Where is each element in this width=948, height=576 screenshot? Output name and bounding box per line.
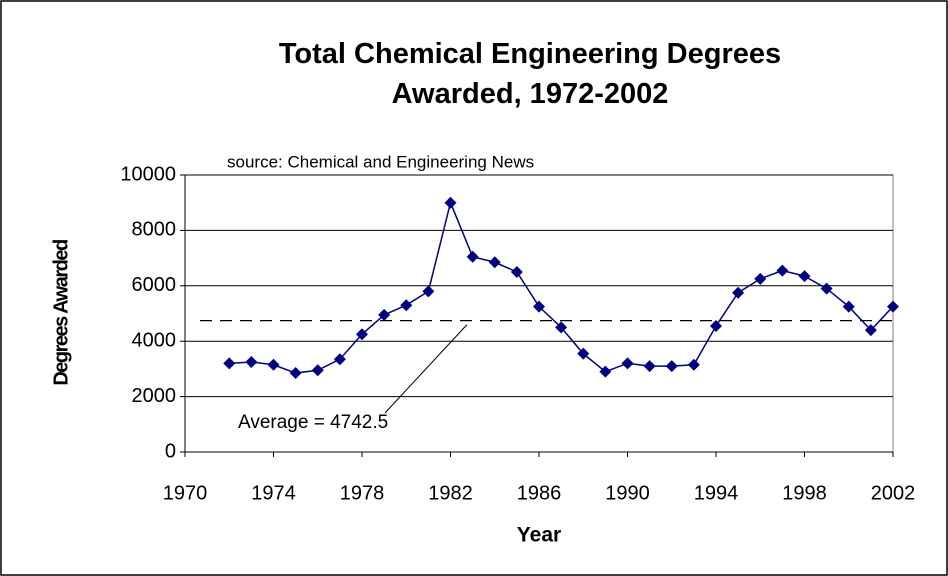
data-point bbox=[245, 355, 258, 368]
annotation: Average = 4742.5 bbox=[238, 412, 388, 433]
data-point bbox=[687, 358, 700, 371]
data-point bbox=[887, 300, 899, 313]
data-point bbox=[333, 353, 346, 366]
data-point bbox=[311, 364, 324, 377]
data-point bbox=[732, 286, 745, 299]
data-point bbox=[223, 357, 236, 370]
x-tick-label: 1998 bbox=[782, 482, 827, 504]
data-point bbox=[643, 360, 656, 373]
subtitle: source: Chemical and Engineering News bbox=[227, 152, 534, 171]
data-point bbox=[378, 308, 391, 321]
data-point bbox=[555, 321, 568, 334]
y-tick-label: 6000 bbox=[132, 274, 177, 296]
data-point bbox=[356, 328, 368, 341]
data-point bbox=[754, 272, 767, 285]
y-tick-label: 10000 bbox=[120, 163, 176, 185]
data-point bbox=[444, 196, 457, 209]
data-point bbox=[864, 324, 877, 337]
chart-title: Total Chemical Engineering Degrees Award… bbox=[278, 38, 782, 110]
data-point bbox=[820, 282, 833, 295]
y-tick-label: 8000 bbox=[132, 219, 177, 241]
annotation-leader bbox=[384, 324, 468, 414]
data-point bbox=[776, 264, 789, 277]
x-axis-label: Year bbox=[517, 524, 561, 547]
x-tick-label: 1974 bbox=[251, 482, 296, 504]
x-tick-label: 2002 bbox=[871, 482, 916, 504]
y-tick-label: 0 bbox=[165, 440, 176, 462]
x-tick-label: 1994 bbox=[694, 482, 739, 504]
data-point bbox=[798, 270, 811, 283]
data-point bbox=[577, 347, 590, 360]
y-tick-label: 2000 bbox=[132, 385, 177, 407]
data-point bbox=[267, 358, 280, 371]
data-point bbox=[621, 357, 634, 370]
data-point bbox=[466, 250, 479, 263]
x-tick-label: 1986 bbox=[517, 482, 562, 504]
y-axis-label: Degrees Awarded bbox=[50, 240, 72, 386]
x-tick-label: 1970 bbox=[163, 482, 208, 504]
data-point bbox=[710, 319, 722, 332]
data-point bbox=[665, 360, 678, 373]
x-tick-label: 1990 bbox=[605, 482, 650, 504]
data-point bbox=[422, 285, 435, 298]
x-tick-label: 1982 bbox=[428, 482, 473, 504]
data-point bbox=[510, 265, 523, 278]
data-point bbox=[842, 300, 855, 313]
plot-area bbox=[184, 174, 894, 453]
data-point bbox=[289, 367, 302, 380]
data-point bbox=[400, 299, 413, 312]
data-point bbox=[599, 365, 612, 378]
x-tick-label: 1978 bbox=[340, 482, 385, 504]
data-point bbox=[533, 300, 545, 313]
data-point bbox=[488, 256, 501, 269]
y-tick-label: 4000 bbox=[132, 329, 177, 351]
